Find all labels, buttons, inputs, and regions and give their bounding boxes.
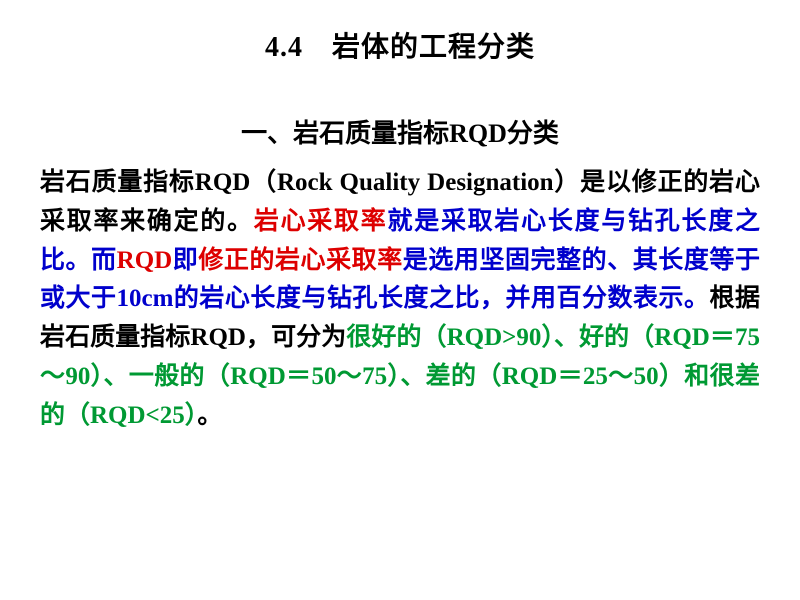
text-segment-5: 即	[172, 247, 198, 274]
text-segment-2: 岩心采取率	[254, 208, 388, 235]
text-segment-4: RQD	[117, 247, 173, 274]
slide-title: 4.4 岩体的工程分类	[40, 25, 760, 65]
slide-container: 4.4 岩体的工程分类 一、岩石质量指标RQD分类 岩石质量指标RQD（Rock…	[0, 0, 800, 460]
text-segment-10: 。	[197, 402, 222, 429]
text-segment-6: 修正的岩心采取率	[198, 247, 402, 274]
body-paragraph: 岩石质量指标RQD（Rock Quality Designation）是以修正的…	[40, 164, 760, 435]
section-subtitle: 一、岩石质量指标RQD分类	[40, 113, 760, 150]
